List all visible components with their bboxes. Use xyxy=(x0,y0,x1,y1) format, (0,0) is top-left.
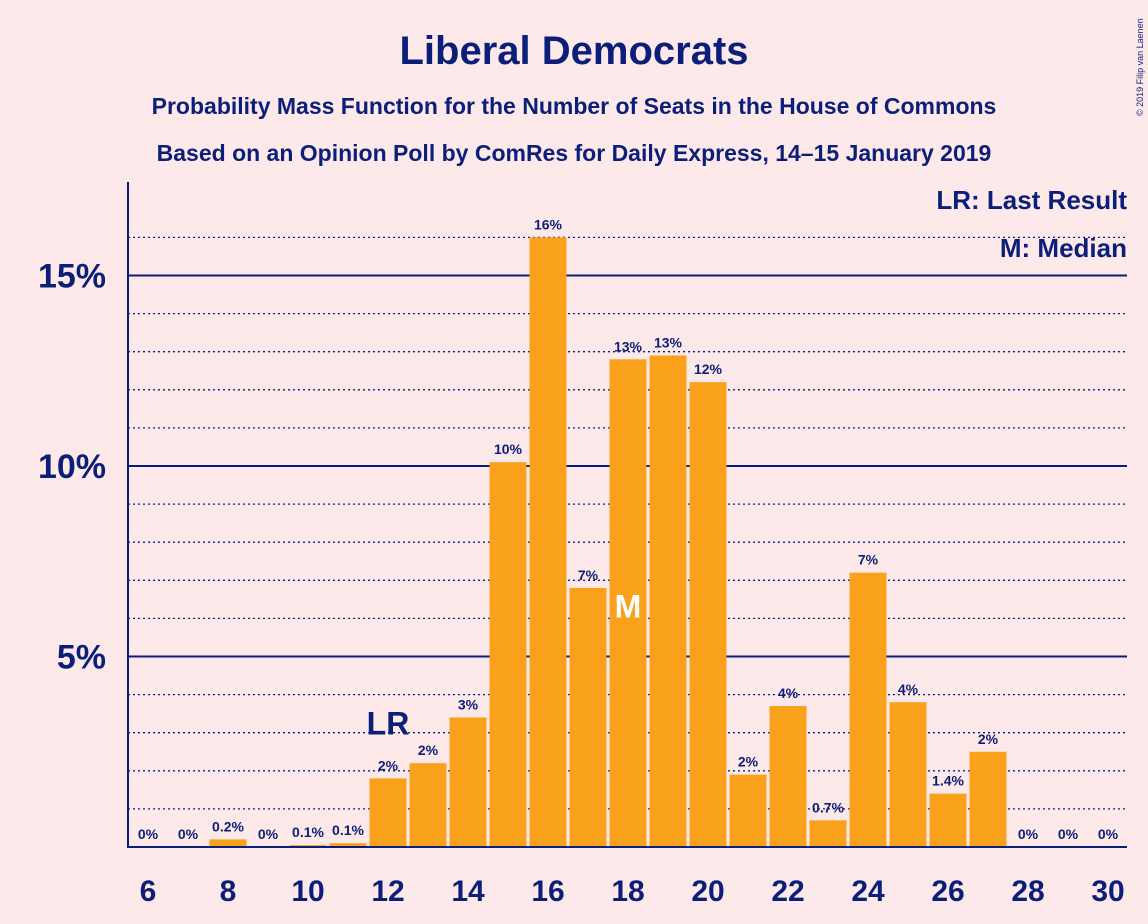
bar xyxy=(969,751,1007,847)
data-label: 2% xyxy=(378,757,399,773)
x-tick-label: 16 xyxy=(531,875,564,908)
bar xyxy=(769,706,807,847)
x-tick-label: 30 xyxy=(1091,875,1124,908)
data-label: 3% xyxy=(458,696,479,712)
bar xyxy=(409,763,447,847)
chart-source: Based on an Opinion Poll by ComRes for D… xyxy=(157,140,992,166)
x-tick-label: 10 xyxy=(291,875,324,908)
data-label: 2% xyxy=(738,754,759,770)
data-label: 0.7% xyxy=(812,799,844,815)
data-label: 0% xyxy=(1018,826,1039,842)
data-label: 7% xyxy=(578,567,599,583)
data-label: 0.1% xyxy=(292,824,324,840)
data-label: 1.4% xyxy=(932,773,964,789)
last-result-marker: LR xyxy=(367,705,410,741)
x-tick-label: 8 xyxy=(220,875,237,908)
data-label: 2% xyxy=(978,731,999,747)
median-marker: M xyxy=(615,588,642,624)
bar xyxy=(209,839,247,847)
data-label: 13% xyxy=(614,338,643,354)
legend-median: M: Median xyxy=(1000,233,1127,263)
data-label: 12% xyxy=(694,361,723,377)
bar xyxy=(729,774,767,847)
bar xyxy=(689,382,727,847)
x-tick-label: 18 xyxy=(611,875,644,908)
data-label: 2% xyxy=(418,742,439,758)
x-tick-labels: 6 8 10 12 14 16 18 20 22 24 26 28 30 xyxy=(140,875,1125,908)
x-tick-label: 20 xyxy=(691,875,724,908)
legend-last-result: LR: Last Result xyxy=(936,185,1127,215)
data-label: 0.2% xyxy=(212,818,244,834)
data-label: 0% xyxy=(1058,826,1079,842)
data-label: 16% xyxy=(534,216,563,232)
y-tick-label: 15% xyxy=(38,258,106,296)
data-label: 0% xyxy=(178,826,199,842)
y-tick-labels: 5% 10% 15% xyxy=(38,258,106,677)
gridlines xyxy=(128,236,1127,810)
bar xyxy=(649,355,687,847)
bar xyxy=(889,702,927,847)
data-label: 0% xyxy=(138,826,159,842)
chart-title: Liberal Democrats xyxy=(399,29,748,73)
data-label: 7% xyxy=(858,552,879,568)
bar xyxy=(809,820,847,847)
x-tick-label: 6 xyxy=(140,875,157,908)
data-label: 0.1% xyxy=(332,822,364,838)
data-labels: 0% 0% 0.2% 0% 0.1% 0.1% 2% 2% 3% 10% 16% 7% 13% 13% 12… xyxy=(138,216,1119,842)
bar xyxy=(369,778,407,847)
chart-subtitle: Probability Mass Function for the Number… xyxy=(152,93,997,119)
y-tick-label: 5% xyxy=(57,639,106,677)
y-tick-label: 10% xyxy=(38,448,106,486)
bars xyxy=(209,237,1007,847)
bar xyxy=(929,793,967,847)
data-label: 10% xyxy=(494,441,523,457)
bar xyxy=(569,587,607,847)
x-tick-label: 28 xyxy=(1011,875,1044,908)
data-label: 0% xyxy=(258,826,279,842)
bar xyxy=(849,572,887,847)
bar xyxy=(329,843,367,847)
axes xyxy=(127,182,1127,848)
data-label: 13% xyxy=(654,335,683,351)
bar xyxy=(529,237,567,847)
markers: LR M xyxy=(367,588,642,741)
x-tick-label: 26 xyxy=(931,875,964,908)
data-label: 4% xyxy=(778,685,799,701)
data-label: 4% xyxy=(898,681,919,697)
bar xyxy=(449,717,487,847)
bar xyxy=(609,359,647,847)
bar xyxy=(489,462,527,847)
x-tick-label: 24 xyxy=(851,875,885,908)
x-tick-label: 22 xyxy=(771,875,804,908)
x-tick-label: 14 xyxy=(451,875,485,908)
x-tick-label: 12 xyxy=(371,875,404,908)
data-label: 0% xyxy=(1098,826,1119,842)
copyright-notice: © 2019 Filip van Laenen xyxy=(1135,18,1145,116)
